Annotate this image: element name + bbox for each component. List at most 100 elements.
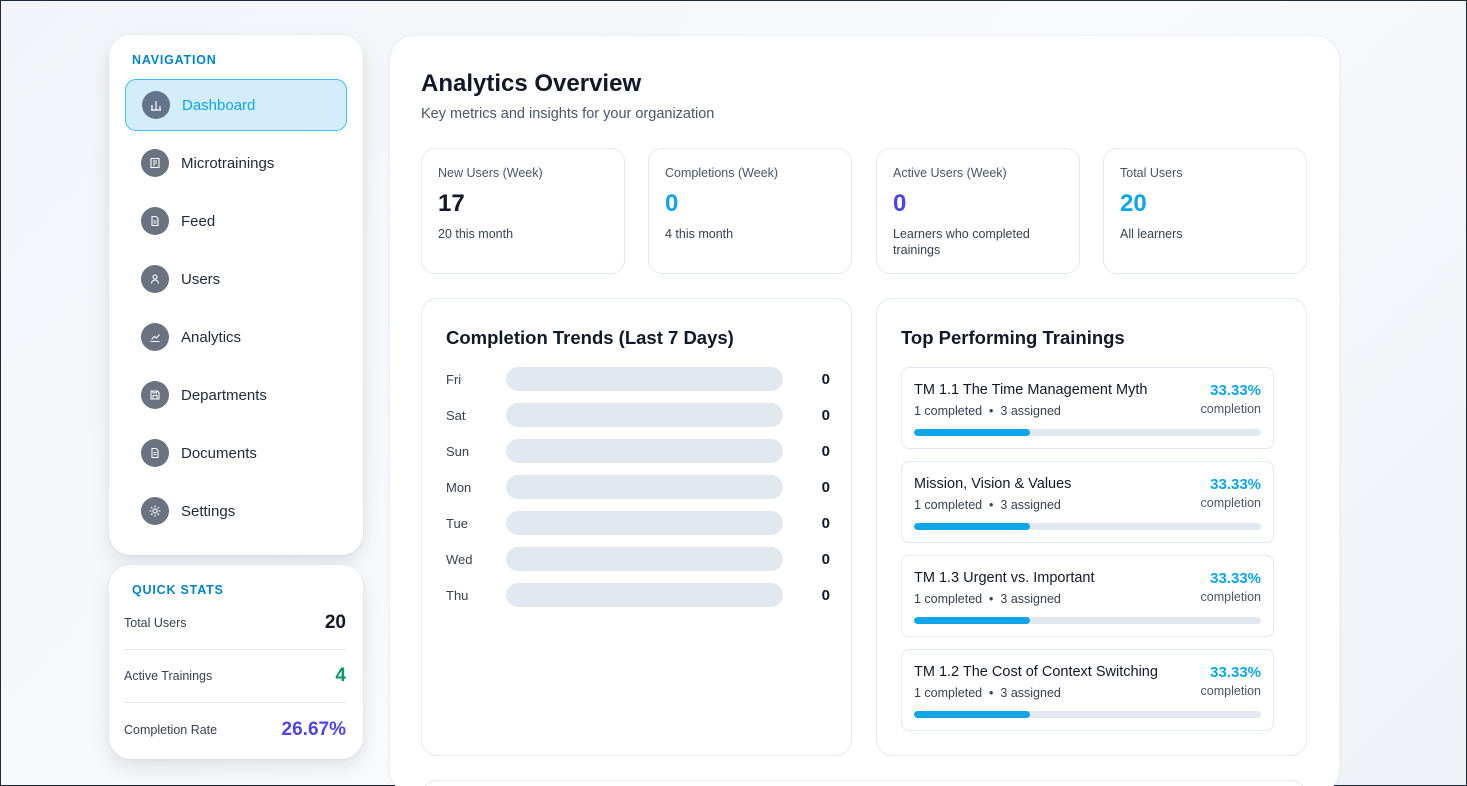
training-meta: 1 completed • 3 assigned [914, 592, 1061, 606]
top-trainings-panel: Top Performing Trainings TM 1.1 The Time… [876, 298, 1307, 756]
sidebar-item-label: Departments [181, 386, 267, 404]
save-icon [141, 381, 169, 409]
training-assigned: 3 assigned [1000, 404, 1061, 418]
document-icon [141, 207, 169, 235]
stat-value: 4 [335, 665, 346, 686]
page-title: Analytics Overview [421, 70, 642, 97]
training-percentage: 33.33% [1210, 664, 1261, 681]
trend-bar [506, 547, 783, 571]
trend-row: Thu 0 [446, 583, 830, 607]
metric-label: Completions (Week) [665, 166, 779, 180]
trend-value: 0 [821, 586, 830, 604]
main-content: Analytics Overview Key metrics and insig… [389, 35, 1340, 786]
sidebar-item-feed[interactable]: Feed [125, 195, 347, 247]
trend-row: Wed 0 [446, 547, 830, 571]
sidebar-item-departments[interactable]: Departments [125, 369, 347, 421]
trend-day-label: Sun [446, 443, 470, 459]
metric-card-completions: Completions (Week) 0 4 this month [648, 148, 852, 274]
metric-value: 17 [438, 190, 465, 217]
training-progress-fill [914, 617, 1030, 624]
training-name: Mission, Vision & Values [914, 476, 1072, 492]
stat-completion-rate: Completion Rate 26.67% [124, 703, 346, 756]
training-card[interactable]: TM 1.3 Urgent vs. Important 1 completed … [901, 555, 1274, 637]
page-subtitle: Key metrics and insights for your organi… [421, 106, 715, 122]
user-icon [141, 265, 169, 293]
training-progress-bar [914, 523, 1261, 530]
metric-subtext: 20 this month [438, 227, 514, 241]
panel-title: Completion Trends (Last 7 Days) [446, 327, 734, 348]
training-name: TM 1.2 The Cost of Context Switching [914, 664, 1158, 680]
trend-value: 0 [821, 406, 830, 424]
training-percentage-label: completion [1200, 684, 1261, 698]
trend-value: 0 [821, 442, 830, 460]
trend-value: 0 [821, 478, 830, 496]
sidebar-item-label: Documents [181, 444, 257, 462]
metric-value: 20 [1120, 190, 1147, 217]
sidebar-item-label: Analytics [181, 328, 242, 346]
trend-value: 0 [821, 550, 830, 568]
trend-bar [506, 511, 783, 535]
training-progress-fill [914, 429, 1030, 436]
training-card[interactable]: TM 1.1 The Time Management Myth 1 comple… [901, 367, 1274, 449]
training-name: TM 1.3 Urgent vs. Important [914, 570, 1095, 586]
training-assigned: 3 assigned [1000, 498, 1061, 512]
sidebar-item-label: Users [181, 270, 221, 288]
stat-label: Total Users [124, 616, 187, 630]
file-icon [141, 439, 169, 467]
stat-total-users: Total Users 20 [124, 597, 346, 650]
trend-bar [506, 403, 783, 427]
training-percentage-label: completion [1200, 402, 1261, 416]
stat-active-trainings: Active Trainings 4 [124, 650, 346, 703]
trend-day-label: Wed [446, 551, 473, 567]
training-assigned: 3 assigned [1000, 686, 1061, 700]
training-completed: 1 completed [914, 498, 983, 512]
stat-label: Active Trainings [124, 669, 213, 683]
completion-trends-panel: Completion Trends (Last 7 Days) Fri 0 Sa… [421, 298, 852, 756]
trend-value: 0 [821, 514, 830, 532]
sidebar-item-users[interactable]: Users [125, 253, 347, 305]
sidebar-item-microtrainings[interactable]: Microtrainings [125, 137, 347, 189]
training-assigned: 3 assigned [1000, 592, 1061, 606]
trend-bar [506, 439, 783, 463]
metric-label: Active Users (Week) [893, 166, 1007, 180]
trend-day-label: Mon [446, 479, 472, 495]
navigation-heading: NAVIGATION [132, 53, 217, 67]
line-chart-icon [141, 323, 169, 351]
metric-subtext: 4 this month [665, 227, 734, 241]
training-card[interactable]: Mission, Vision & Values 1 completed • 3… [901, 461, 1274, 543]
training-name: TM 1.1 The Time Management Myth [914, 382, 1148, 398]
trend-row: Tue 0 [446, 511, 830, 535]
metric-card-total-users: Total Users 20 All learners [1103, 148, 1307, 274]
sidebar-item-settings[interactable]: Settings [125, 485, 347, 537]
trend-value: 0 [821, 370, 830, 388]
gear-icon [141, 497, 169, 525]
metric-subtext: All learners [1120, 227, 1183, 241]
metric-value: 0 [665, 190, 679, 217]
trend-day-label: Tue [446, 515, 468, 531]
trend-row: Sun 0 [446, 439, 830, 463]
next-section-card [421, 780, 1307, 786]
trend-bar [506, 367, 783, 391]
trend-row: Sat 0 [446, 403, 830, 427]
training-completed: 1 completed [914, 404, 983, 418]
training-card[interactable]: TM 1.2 The Cost of Context Switching 1 c… [901, 649, 1274, 731]
metric-label: Total Users [1120, 166, 1183, 180]
training-percentage: 33.33% [1210, 382, 1261, 399]
training-percentage: 33.33% [1210, 570, 1261, 587]
stat-label: Completion Rate [124, 722, 218, 737]
trend-bar [506, 475, 783, 499]
book-icon [141, 149, 169, 177]
sidebar-item-dashboard[interactable]: Dashboard [125, 79, 347, 131]
quick-stats-heading: QUICK STATS [132, 583, 224, 597]
training-progress-bar [914, 711, 1261, 718]
trend-day-label: Thu [446, 587, 469, 603]
training-percentage-label: completion [1200, 496, 1261, 510]
sidebar-item-analytics[interactable]: Analytics [125, 311, 347, 363]
training-progress-bar [914, 429, 1261, 436]
quick-stats-panel: QUICK STATS Total Users 20 Active Traini… [109, 565, 363, 759]
sidebar-item-documents[interactable]: Documents [125, 427, 347, 479]
training-completed: 1 completed [914, 592, 983, 606]
training-completed: 1 completed [914, 686, 983, 700]
metric-card-new-users: New Users (Week) 17 20 this month [421, 148, 625, 274]
training-percentage-label: completion [1200, 590, 1261, 604]
